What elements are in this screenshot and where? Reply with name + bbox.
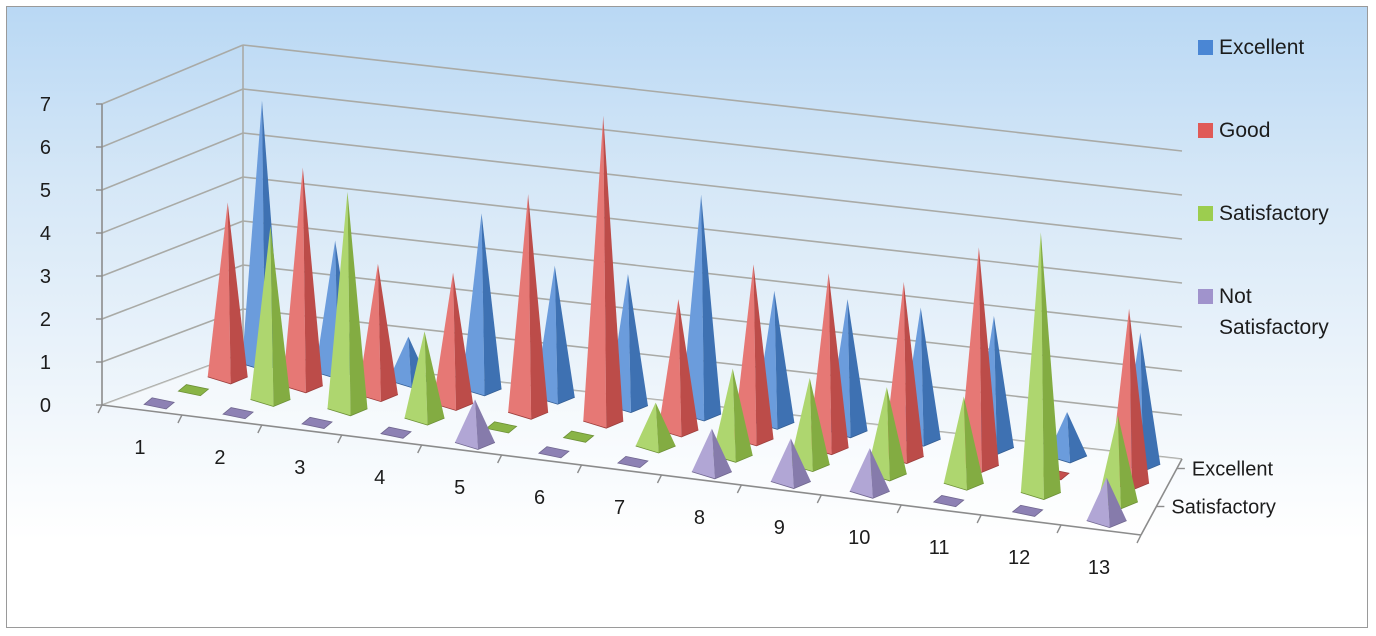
legend-swatch [1198, 123, 1213, 138]
chart-frame: 0 1 2 3 4 5 6 7 1 2 3 4 5 6 7 8 9 10 11 12 13 Excellent Satisf… [6, 6, 1368, 628]
y-tick-label: 7 [40, 94, 51, 116]
legend-item-good: Good [1198, 119, 1270, 142]
x-tick-mark [337, 434, 343, 444]
cone-satisfactory-5 [485, 421, 518, 434]
cone-good-6 [583, 115, 624, 429]
legend-label: Not [1219, 285, 1252, 308]
x-tick-label: 1 [134, 437, 145, 459]
cone-satisfactory-3 [327, 191, 368, 417]
x-tick-mark [97, 404, 103, 414]
axes [96, 103, 1185, 544]
back-gridline [242, 132, 1183, 240]
side-gridline [101, 88, 244, 148]
x-tick-label: 12 [1008, 547, 1030, 569]
data-cones [143, 100, 1161, 529]
y-tick-label: 4 [40, 223, 51, 245]
cone-satisfactory-6 [562, 430, 595, 443]
x-tick-label: 5 [454, 477, 465, 499]
x-tick-label: 2 [214, 447, 225, 469]
y-tick-label: 3 [40, 266, 51, 288]
cone-good-3 [357, 263, 399, 403]
x-tick-mark [257, 424, 263, 434]
side-gridline [101, 44, 244, 105]
x-tick-mark [976, 514, 982, 524]
cone-not-satisfactory-2 [222, 407, 254, 420]
back-gridline [242, 44, 1183, 152]
x-tick-mark [896, 504, 902, 514]
y-tick-label: 6 [40, 137, 51, 159]
legend-swatch [1198, 289, 1213, 304]
side-gridline [101, 176, 244, 234]
cone-not-satisfactory-5 [454, 399, 496, 450]
x-tick-mark [656, 474, 663, 484]
x-tick-mark [736, 484, 743, 494]
x-tick-label: 4 [374, 467, 385, 489]
x-tick-label: 10 [848, 527, 870, 549]
cone-satisfactory-4 [404, 331, 445, 426]
legend-swatch [1198, 40, 1213, 55]
legend-item-satisfactory: Satisfactory [1198, 202, 1329, 225]
x-tick-mark [1056, 524, 1062, 534]
legend: Excellent Good Satisfactory Not Satisfactory [1198, 36, 1329, 339]
cone-not-satisfactory-11 [932, 495, 965, 508]
x-axis-line [101, 404, 1142, 536]
x-tick-mark [177, 414, 183, 424]
legend-label: Good [1219, 119, 1270, 142]
cone-good-1 [207, 202, 248, 385]
x-tick-label: 7 [614, 497, 625, 519]
x-tick-mark [816, 494, 822, 504]
cone-not-satisfactory-9 [770, 438, 811, 489]
cone-not-satisfactory-8 [691, 428, 732, 480]
depth-tick-label: Excellent [1192, 459, 1274, 481]
cone-good-2 [282, 167, 323, 394]
cone-satisfactory-11 [943, 396, 984, 491]
x-tick-label: 9 [774, 517, 785, 539]
x-tick-label: 3 [294, 457, 305, 479]
legend-label: Excellent [1219, 36, 1304, 59]
cone-not-satisfactory-6 [538, 446, 570, 459]
cone-excellent-4 [461, 213, 502, 397]
y-tick-label: 1 [40, 352, 51, 374]
side-gridline [101, 220, 244, 277]
cone-not-satisfactory-1 [143, 397, 176, 410]
x-tick-mark [1136, 534, 1142, 544]
side-gridline [101, 132, 244, 191]
x-tick-label: 13 [1088, 557, 1110, 579]
cone-good-5 [508, 194, 549, 420]
cone-not-satisfactory-3 [301, 416, 333, 429]
cone-satisfactory-12 [1020, 232, 1061, 500]
cone-satisfactory-7 [635, 402, 676, 454]
y-tick-label: 0 [40, 395, 51, 417]
cone-satisfactory-2 [250, 225, 291, 407]
back-gridline [242, 264, 1183, 372]
back-gridline [242, 220, 1183, 328]
back-gridline [242, 88, 1183, 196]
x-tick-mark [576, 464, 583, 474]
cone-not-satisfactory-12 [1011, 504, 1044, 517]
cone-not-satisfactory-13 [1086, 477, 1127, 529]
y-tick-label: 5 [40, 180, 51, 202]
cone-not-satisfactory-7 [616, 455, 649, 469]
x-tick-mark [496, 454, 503, 464]
cone-satisfactory-1 [177, 384, 210, 397]
depth-tick-label: Satisfactory [1171, 497, 1275, 519]
cone-not-satisfactory-4 [380, 426, 412, 439]
x-tick-mark [417, 444, 423, 454]
legend-item-excellent: Excellent [1198, 36, 1304, 59]
y-tick-label: 2 [40, 309, 51, 331]
cone-not-satisfactory-10 [849, 448, 890, 499]
legend-swatch [1198, 206, 1213, 221]
x-tick-label: 8 [694, 507, 705, 529]
x-tick-label: 11 [929, 537, 950, 559]
back-gridline [242, 176, 1183, 284]
depth-axis-line [1140, 458, 1183, 536]
legend-label: Satisfactory [1219, 316, 1329, 339]
legend-label: Satisfactory [1219, 202, 1329, 225]
legend-item-not-satisfactory: Not Satisfactory [1198, 285, 1329, 339]
x-tick-label: 6 [534, 487, 545, 509]
